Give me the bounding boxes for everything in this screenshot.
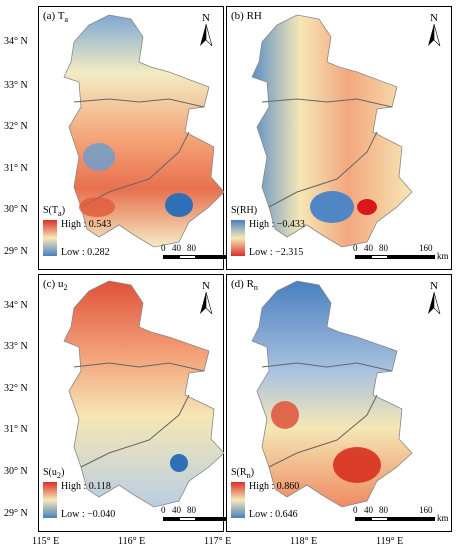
legend: S(Ta) High : 0.543 Low : 0.282 <box>43 205 163 263</box>
legend-high: High : −0.433 <box>249 219 305 230</box>
lat-tick: 30° N <box>4 204 28 215</box>
legend-title: S(u2) <box>43 467 65 480</box>
legend-title: S(Rn) <box>231 467 255 480</box>
lat-tick: 34° N <box>4 300 28 311</box>
lat-tick: 30° N <box>4 466 28 477</box>
panel-label: (d) Rn <box>231 278 258 293</box>
lat-tick: 34° N <box>4 36 28 47</box>
legend-title: S(RH) <box>231 205 258 216</box>
map-rn <box>251 280 413 508</box>
lat-tick: 32° N <box>4 121 28 132</box>
panel-label: (a) Ta <box>43 10 69 25</box>
legend: S(Rn) High : 0.860 Low : 0.646 <box>231 467 351 525</box>
lon-tick: 118° E <box>290 536 318 547</box>
legend: S(u2) High : 0.118 Low : −0.040 <box>43 467 163 525</box>
panel-d: (d) Rn N S(Rn) High : 0.860 Low : 0.646 … <box>226 274 452 532</box>
province-shape <box>63 14 225 248</box>
lon-tick: 117° E <box>204 536 232 547</box>
legend: S(RH) High : −0.433 Low : −2.315 <box>231 205 351 263</box>
lat-tick: 29° N <box>4 508 28 519</box>
province-shape <box>251 14 413 248</box>
legend-high: High : 0.118 <box>61 481 111 492</box>
legend-low: Low : −0.040 <box>61 509 116 520</box>
lon-tick: 115° E <box>32 536 60 547</box>
lat-tick: 32° N <box>4 383 28 394</box>
north-arrow-icon: N <box>195 13 217 51</box>
panel-b: (b) RH N S(RH) High : −0.433 Low : −2.31… <box>226 6 452 270</box>
legend-low: Low : 0.282 <box>61 247 110 258</box>
north-arrow-icon: N <box>423 13 445 51</box>
lon-tick: 116° E <box>118 536 146 547</box>
color-ramp <box>43 220 57 256</box>
legend-high: High : 0.860 <box>249 481 300 492</box>
color-ramp <box>231 482 245 518</box>
color-ramp <box>231 220 245 256</box>
legend-title: S(Ta) <box>43 205 66 218</box>
lat-tick: 33° N <box>4 341 28 352</box>
legend-low: Low : −2.315 <box>249 247 304 258</box>
lat-tick: 29° N <box>4 246 28 257</box>
panel-c: (c) u2 N S(u2) High : 0.118 Low : −0.040… <box>38 274 257 532</box>
panel-label: (b) RH <box>231 10 262 22</box>
province-shape <box>63 280 225 508</box>
map-rh <box>251 14 413 248</box>
lat-tick: 31° N <box>4 163 28 174</box>
lon-tick: 119° E <box>376 536 404 547</box>
lat-tick: 31° N <box>4 424 28 435</box>
panel-label: (c) u2 <box>43 278 68 293</box>
color-ramp <box>43 482 57 518</box>
panel-a: (a) Ta N S(Ta) High : 0.543 Low : 0.282 … <box>38 6 257 270</box>
map-u2 <box>63 280 225 508</box>
north-arrow-icon: N <box>423 281 445 319</box>
map-ta <box>63 14 225 248</box>
legend-low: Low : 0.646 <box>249 509 298 520</box>
province-shape <box>251 280 413 508</box>
legend-high: High : 0.543 <box>61 219 112 230</box>
north-arrow-icon: N <box>195 281 217 319</box>
lat-tick: 33° N <box>4 80 28 91</box>
